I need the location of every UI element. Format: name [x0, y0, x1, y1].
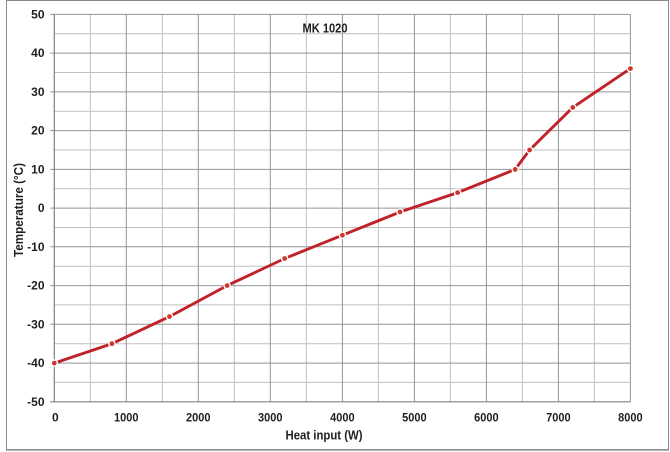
svg-text:MK 1020: MK 1020	[303, 21, 348, 36]
svg-text:10: 10	[31, 162, 45, 176]
svg-text:7000: 7000	[546, 411, 571, 425]
svg-text:0: 0	[52, 411, 59, 425]
svg-text:6000: 6000	[474, 411, 499, 425]
svg-text:Heat input (W): Heat input (W)	[286, 428, 363, 443]
svg-text:50: 50	[31, 7, 45, 21]
svg-text:-10: -10	[27, 240, 45, 254]
svg-text:4000: 4000	[330, 411, 355, 425]
svg-text:3000: 3000	[258, 411, 283, 425]
svg-text:-30: -30	[27, 317, 45, 331]
svg-text:20: 20	[31, 124, 45, 138]
svg-text:-50: -50	[27, 395, 45, 409]
svg-text:30: 30	[31, 85, 45, 99]
svg-text:Temperature (°C): Temperature (°C)	[11, 163, 26, 257]
svg-text:40: 40	[31, 46, 45, 60]
svg-text:2000: 2000	[186, 411, 211, 425]
svg-text:0: 0	[38, 201, 45, 215]
svg-text:1000: 1000	[114, 411, 139, 425]
svg-text:-40: -40	[27, 356, 45, 370]
svg-text:5000: 5000	[402, 411, 427, 425]
svg-text:-20: -20	[27, 279, 45, 293]
svg-text:8000: 8000	[618, 411, 643, 425]
